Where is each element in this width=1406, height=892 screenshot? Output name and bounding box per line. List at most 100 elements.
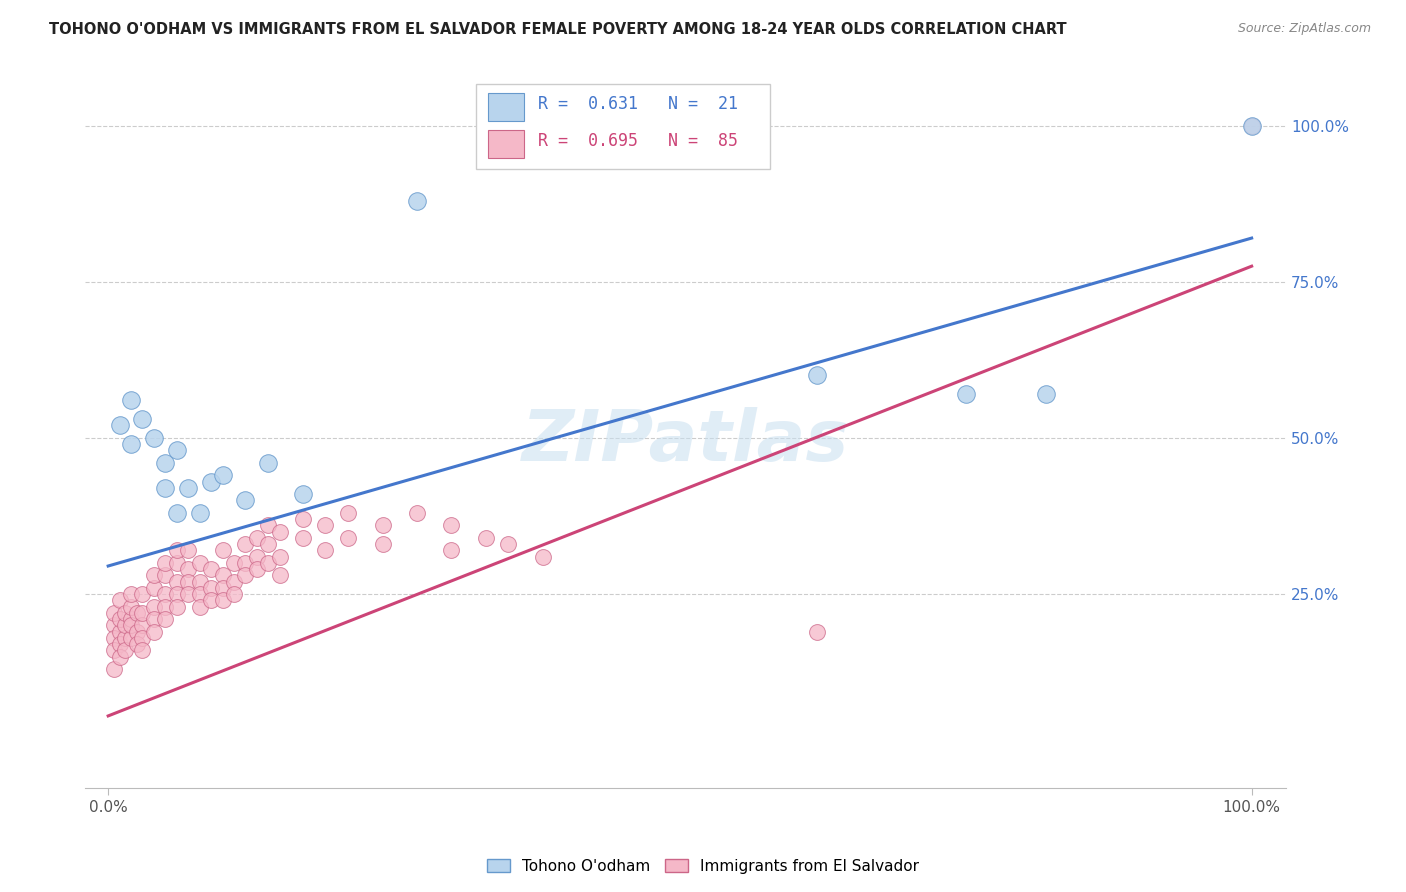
Point bbox=[371, 518, 394, 533]
Point bbox=[177, 543, 200, 558]
Point bbox=[222, 556, 245, 570]
Point bbox=[108, 418, 131, 433]
Point bbox=[498, 537, 520, 551]
Point bbox=[166, 587, 188, 601]
Point bbox=[166, 556, 188, 570]
Point bbox=[1035, 387, 1057, 401]
Point bbox=[200, 475, 222, 489]
Point bbox=[114, 643, 136, 657]
Point bbox=[114, 618, 136, 632]
Point bbox=[257, 518, 280, 533]
Point bbox=[200, 562, 222, 576]
Point bbox=[108, 637, 131, 651]
Point bbox=[103, 606, 125, 620]
Point bbox=[166, 543, 188, 558]
Point bbox=[222, 574, 245, 589]
FancyBboxPatch shape bbox=[488, 94, 523, 121]
Point bbox=[125, 606, 148, 620]
Point bbox=[142, 581, 165, 595]
Point bbox=[314, 518, 336, 533]
Point bbox=[177, 587, 200, 601]
Point bbox=[246, 562, 269, 576]
Point bbox=[125, 624, 148, 639]
Point bbox=[257, 556, 280, 570]
Point bbox=[177, 562, 200, 576]
Point bbox=[440, 518, 463, 533]
Point bbox=[131, 618, 153, 632]
Point bbox=[235, 537, 257, 551]
Point bbox=[131, 631, 153, 645]
Legend: Tohono O'odham, Immigrants from El Salvador: Tohono O'odham, Immigrants from El Salva… bbox=[481, 853, 925, 880]
Point bbox=[291, 531, 314, 545]
Point bbox=[108, 624, 131, 639]
Point bbox=[531, 549, 554, 564]
Point bbox=[337, 531, 360, 545]
Point bbox=[211, 568, 233, 582]
Point bbox=[120, 618, 142, 632]
Point bbox=[474, 531, 496, 545]
Point bbox=[235, 556, 257, 570]
Point bbox=[246, 549, 269, 564]
Point bbox=[103, 662, 125, 676]
Point bbox=[131, 412, 153, 426]
Point bbox=[166, 574, 188, 589]
Point bbox=[269, 524, 291, 539]
Point bbox=[155, 612, 177, 626]
Point bbox=[108, 649, 131, 664]
Point bbox=[257, 456, 280, 470]
Point bbox=[188, 574, 211, 589]
Point bbox=[177, 574, 200, 589]
Text: Source: ZipAtlas.com: Source: ZipAtlas.com bbox=[1237, 22, 1371, 36]
Point bbox=[142, 431, 165, 445]
Point bbox=[188, 599, 211, 614]
Point bbox=[188, 556, 211, 570]
Point bbox=[371, 537, 394, 551]
Point bbox=[120, 587, 142, 601]
Point bbox=[142, 612, 165, 626]
Point bbox=[257, 537, 280, 551]
Text: TOHONO O'ODHAM VS IMMIGRANTS FROM EL SALVADOR FEMALE POVERTY AMONG 18-24 YEAR OL: TOHONO O'ODHAM VS IMMIGRANTS FROM EL SAL… bbox=[49, 22, 1067, 37]
Point bbox=[131, 643, 153, 657]
Point bbox=[1240, 119, 1263, 133]
Point bbox=[406, 506, 429, 520]
Point bbox=[291, 487, 314, 501]
Point bbox=[291, 512, 314, 526]
Point bbox=[188, 506, 211, 520]
Point bbox=[222, 587, 245, 601]
Point bbox=[108, 593, 131, 607]
Point bbox=[131, 606, 153, 620]
Point bbox=[155, 556, 177, 570]
Point bbox=[120, 599, 142, 614]
Point bbox=[188, 587, 211, 601]
Point bbox=[120, 393, 142, 408]
Point bbox=[114, 631, 136, 645]
Point bbox=[406, 194, 429, 208]
Text: R =  0.631   N =  21: R = 0.631 N = 21 bbox=[538, 95, 738, 112]
FancyBboxPatch shape bbox=[488, 130, 523, 158]
Point bbox=[120, 437, 142, 451]
Point bbox=[120, 612, 142, 626]
Point bbox=[235, 493, 257, 508]
Point bbox=[142, 624, 165, 639]
Point bbox=[806, 624, 828, 639]
Point bbox=[246, 531, 269, 545]
Point bbox=[269, 549, 291, 564]
Point bbox=[211, 543, 233, 558]
Point bbox=[125, 637, 148, 651]
Point bbox=[440, 543, 463, 558]
Y-axis label: Female Poverty Among 18-24 Year Olds: Female Poverty Among 18-24 Year Olds bbox=[0, 268, 7, 570]
Point bbox=[211, 468, 233, 483]
Point bbox=[211, 593, 233, 607]
Point bbox=[806, 368, 828, 383]
Point bbox=[155, 568, 177, 582]
Point bbox=[103, 631, 125, 645]
Point bbox=[337, 506, 360, 520]
Point bbox=[211, 581, 233, 595]
FancyBboxPatch shape bbox=[475, 84, 769, 169]
Point bbox=[142, 599, 165, 614]
Point bbox=[314, 543, 336, 558]
Point bbox=[1240, 119, 1263, 133]
Point bbox=[955, 387, 977, 401]
Point bbox=[200, 593, 222, 607]
Text: ZIPatlas: ZIPatlas bbox=[522, 407, 849, 475]
